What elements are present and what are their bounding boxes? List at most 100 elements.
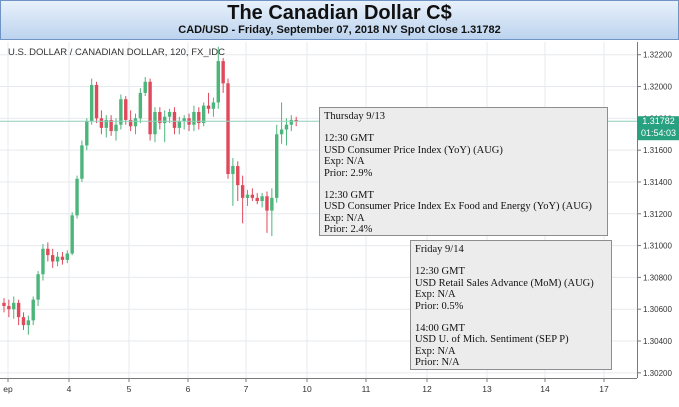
candle <box>279 102 284 144</box>
candle <box>55 251 60 267</box>
candle-body <box>75 178 79 216</box>
event-name: USD Retail Sales Advance (MoM) (AUG) <box>415 277 594 289</box>
candle-body <box>12 302 16 310</box>
candle <box>284 118 289 146</box>
candle-body <box>182 118 186 122</box>
candle <box>114 118 118 141</box>
x-tick-label: 17 <box>599 384 609 394</box>
candle-body <box>153 111 157 135</box>
event-time: 12:30 GMT <box>415 266 465 278</box>
event-exp: Exp: N/A <box>415 345 456 357</box>
candle-body <box>275 134 279 198</box>
candle-body <box>192 111 196 125</box>
candle-body <box>16 302 21 318</box>
candle <box>231 158 235 206</box>
candle <box>94 81 99 124</box>
candle-body <box>7 306 11 310</box>
candle-body <box>2 302 6 307</box>
event-time: 12:30 GMT <box>324 133 374 145</box>
candle <box>21 312 26 330</box>
chart-title: U.S. DOLLAR / CANADIAN DOLLAR, 120, FX_I… <box>8 47 225 58</box>
candle-body <box>197 111 201 124</box>
candle <box>192 105 196 132</box>
y-tick-label: 1.31400 <box>643 178 672 187</box>
candle-body <box>128 119 133 127</box>
candle-body <box>99 118 104 128</box>
event-prior: Prior: N/A <box>415 357 460 369</box>
candle-body <box>94 84 99 119</box>
y-tick-label: 1.32200 <box>643 51 672 60</box>
candle-body <box>172 111 177 128</box>
candle <box>245 189 250 206</box>
event-box-thursday: Thursday 9/13 12:30 GMT USD Consumer Pri… <box>319 107 608 236</box>
candle <box>85 118 89 151</box>
candle-body <box>46 248 50 256</box>
candle-body <box>133 118 138 127</box>
candle-body <box>114 124 118 132</box>
candle-body <box>226 83 230 175</box>
candle <box>75 175 79 219</box>
page-title: The Canadian Dollar C$ <box>227 2 452 24</box>
candle-body <box>21 317 26 326</box>
candle <box>275 124 279 203</box>
candle-body <box>163 116 167 124</box>
event-item: 12:30 GMT USD Consumer Price Index Ex Fo… <box>324 190 603 236</box>
candle-body <box>31 299 35 321</box>
candle-body <box>279 129 284 135</box>
y-tick-label: 1.31600 <box>643 146 672 155</box>
candle <box>70 212 74 256</box>
candle <box>236 161 240 202</box>
candle-body <box>245 194 250 198</box>
candle-body <box>255 197 259 202</box>
event-name: USD U. of Mich. Sentiment (SEP P) <box>415 334 569 346</box>
price-axis-labels: 1.322001.320001.318001.316001.314001.312… <box>637 51 672 378</box>
candle-body <box>26 320 31 326</box>
y-tick-label: 1.31000 <box>643 242 672 251</box>
x-tick-label: 10 <box>302 384 312 394</box>
x-tick-label: 11 <box>362 384 371 394</box>
event-time: 14:00 GMT <box>415 323 465 335</box>
event-exp: Exp: N/A <box>324 156 365 168</box>
event-name: USD Consumer Price Index (YoY) (AUG) <box>324 144 503 156</box>
candle-body <box>55 256 60 262</box>
candle <box>12 296 16 319</box>
candle-body <box>270 197 274 211</box>
candle-body <box>85 121 89 146</box>
event-prior: Prior: 0.5% <box>415 300 464 312</box>
y-tick-label: 1.30400 <box>643 337 672 346</box>
candle-body <box>104 119 108 128</box>
candle <box>16 299 21 326</box>
candle-body <box>284 124 289 130</box>
candle <box>158 107 162 130</box>
candle <box>104 115 108 138</box>
event-exp: Exp: N/A <box>415 289 456 301</box>
event-date: Friday 9/14 <box>415 244 464 255</box>
candle <box>255 193 259 205</box>
page-subtitle: CAD/USD - Friday, September 07, 2018 NY … <box>178 24 501 36</box>
candle <box>216 46 220 109</box>
candle-body <box>51 255 55 262</box>
last-price-tag-box <box>638 116 679 141</box>
candle-body <box>221 61 225 84</box>
candle <box>270 188 274 237</box>
x-tick-label: 14 <box>540 384 550 394</box>
candle-body <box>231 166 235 175</box>
candle <box>89 78 94 125</box>
event-item: 12:30 GMT USD Retail Sales Advance (MoM)… <box>415 266 607 312</box>
event-exp: Exp: N/A <box>324 212 365 224</box>
candle <box>80 140 84 182</box>
candle <box>109 115 113 136</box>
candle-body <box>80 145 84 179</box>
candle-body <box>70 215 74 254</box>
candle <box>124 96 128 125</box>
candle-body <box>211 102 216 109</box>
x-tick-label: 4 <box>67 384 72 394</box>
candle <box>36 271 40 307</box>
candle-body <box>148 81 152 135</box>
candle-body <box>119 99 123 125</box>
candle <box>60 251 65 265</box>
candle <box>138 88 143 124</box>
last-price-tag: 1.31782 01:54:03 <box>638 116 679 141</box>
candle-body <box>236 166 240 186</box>
y-tick-label: 1.30600 <box>643 305 672 314</box>
